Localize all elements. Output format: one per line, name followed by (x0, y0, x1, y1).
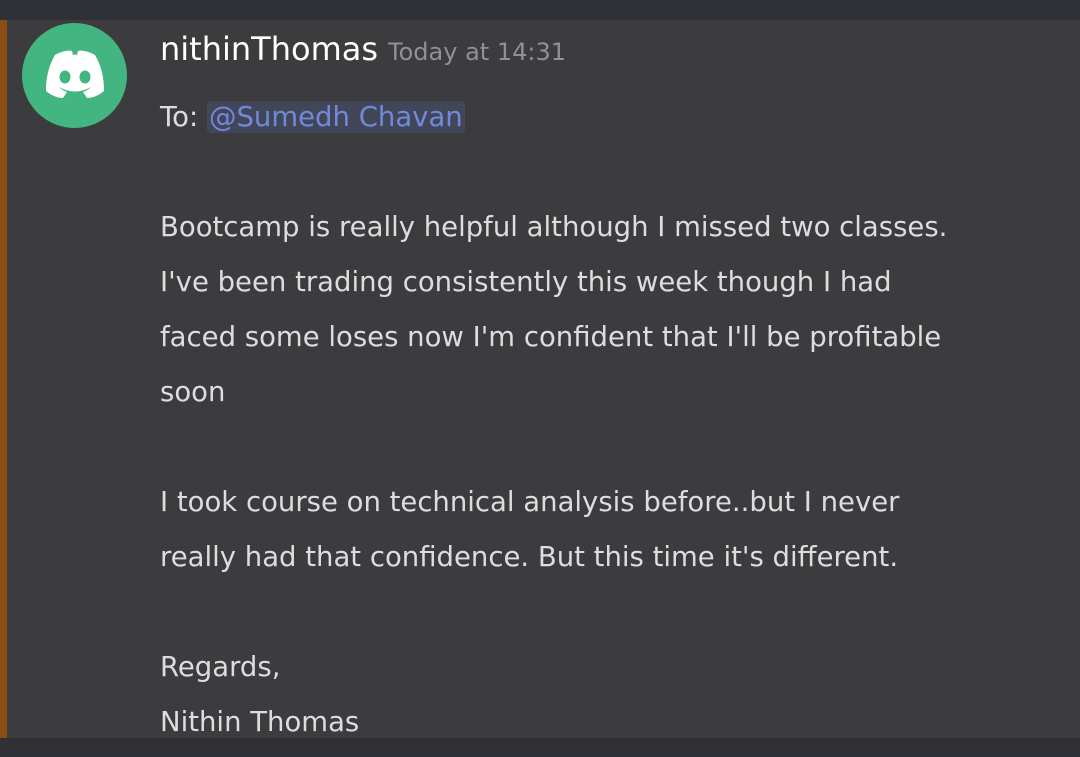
paragraph-line: soon (160, 376, 226, 408)
mention-highlight-bar (0, 20, 7, 738)
paragraph-line: I took course on technical analysis befo… (160, 486, 900, 518)
to-label: To: (160, 101, 199, 133)
user-mention[interactable]: @Sumedh Chavan (206, 101, 465, 133)
divider (0, 738, 1080, 757)
message-body: To: @Sumedh Chavan Bootcamp is really he… (160, 90, 1070, 750)
paragraph-line: really had that confidence. But this tim… (160, 541, 899, 573)
blank-line (160, 420, 1070, 475)
signature: Nithin Thomas (160, 706, 360, 738)
avatar[interactable] (22, 23, 127, 128)
timestamp: Today at 14:31 (388, 38, 566, 66)
blank-line (160, 585, 1070, 640)
blank-line (160, 145, 1070, 200)
paragraph-line: I've been trading consistently this week… (160, 266, 892, 298)
message-item: nithinThomas Today at 14:31 To: @Sumedh C… (0, 20, 1080, 738)
paragraph-line: faced some loses now I'm confident that … (160, 321, 942, 353)
recipient-line: To: @Sumedh Chavan (160, 90, 1070, 145)
message-header: nithinThomas Today at 14:31 (160, 30, 566, 68)
discord-logo-icon (42, 49, 108, 103)
signoff: Regards, (160, 651, 281, 683)
username[interactable]: nithinThomas (160, 30, 379, 68)
paragraph-line: Bootcamp is really helpful although I mi… (160, 211, 948, 243)
